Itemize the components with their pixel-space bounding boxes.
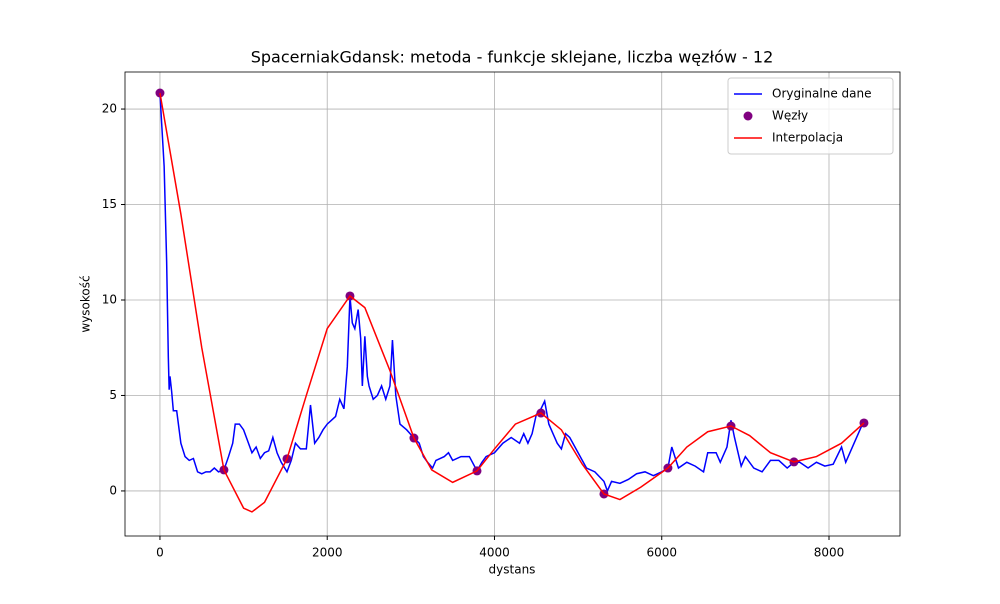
y-tick-label: 15: [102, 197, 117, 211]
chart-title: SpacerniakGdansk: metoda - funkcje sklej…: [251, 48, 774, 67]
legend-label: Interpolacja: [772, 131, 843, 145]
x-axis-label: dystans: [489, 563, 536, 577]
data-line: [159, 92, 865, 513]
x-tick-label: 4000: [479, 546, 510, 560]
legend-marker: [743, 111, 753, 121]
legend-box: [727, 77, 894, 155]
plot-frame: [124, 71, 901, 537]
y-tick-label: 0: [109, 483, 117, 497]
x-tick-label: 2000: [312, 546, 343, 560]
y-tick-label: 10: [102, 292, 117, 306]
x-tick-label: 8000: [814, 546, 845, 560]
legend-label: Oryginalne dane: [772, 87, 872, 101]
y-tick-label: 20: [102, 102, 117, 116]
legend-label: Węzły: [772, 109, 808, 123]
x-tick-label: 6000: [646, 546, 677, 560]
legend: Oryginalne dane Węzły Interpolacja: [727, 77, 894, 155]
y-axis-label: wysokość: [79, 275, 93, 332]
x-tick-label: 0: [156, 546, 164, 560]
y-tick-label: 5: [109, 388, 117, 402]
